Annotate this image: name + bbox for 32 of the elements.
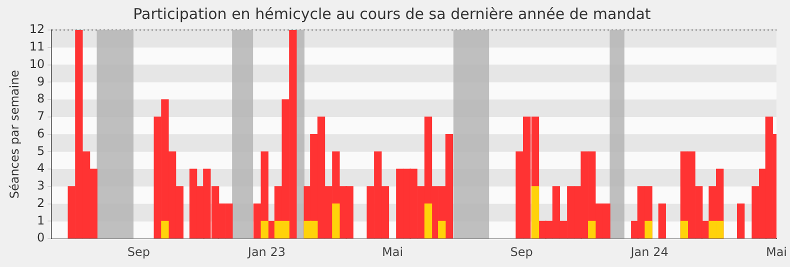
y-tick-label: 11: [29, 40, 45, 54]
bar: [531, 186, 540, 238]
y-tick-label: 2: [37, 196, 45, 210]
y-tick-label: 12: [29, 22, 45, 36]
x-tick-label: Jan 23: [246, 244, 286, 259]
bar: [588, 220, 596, 238]
x-tick-label: Jan 24: [630, 244, 668, 259]
y-tick-label: 4: [37, 161, 45, 176]
y-tick-label: 6: [37, 126, 45, 140]
x-tick-label: Mai: [766, 244, 788, 259]
chart-title: Participation en hémicycle au cours de sa dernière année de mandat: [133, 4, 651, 23]
bar: [161, 220, 169, 238]
bar: [424, 204, 432, 238]
x-tick-label: Mai: [382, 244, 404, 259]
bar: [736, 204, 745, 238]
bar: [658, 204, 666, 238]
bar: [332, 204, 340, 238]
y-tick-label: 9: [37, 74, 45, 88]
bar: [644, 220, 652, 238]
bar: [438, 220, 446, 238]
y-axis-title: Séances par semaine: [7, 70, 22, 199]
y-tick-label: 0: [37, 230, 45, 245]
y-tick-label: 10: [29, 56, 45, 71]
bar: [260, 220, 268, 238]
y-tick-label: 5: [37, 144, 45, 158]
y-tick-label: 1: [37, 213, 45, 228]
y-tick-label: 7: [37, 109, 45, 124]
x-tick-label: Sep: [127, 244, 150, 259]
y-tick-label: 8: [37, 92, 45, 106]
x-tick-label: Sep: [510, 244, 533, 259]
bar: [680, 220, 688, 238]
y-tick-label: 3: [37, 178, 45, 193]
